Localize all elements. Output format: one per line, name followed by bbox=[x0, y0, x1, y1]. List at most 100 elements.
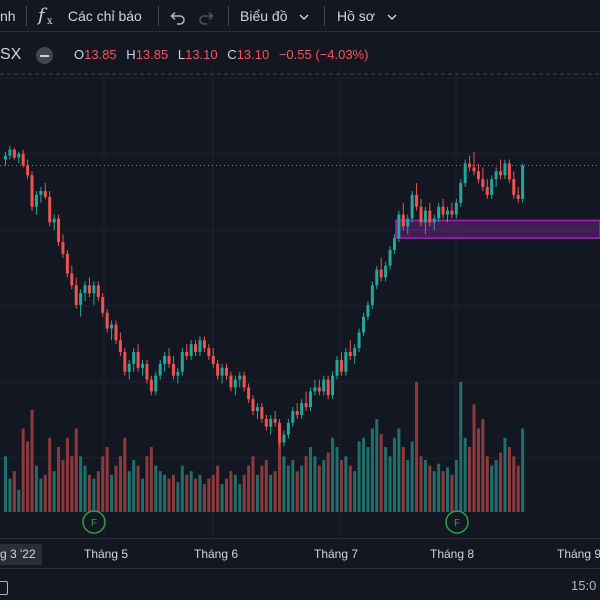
redo-button[interactable] bbox=[198, 0, 220, 32]
volume-bar bbox=[454, 460, 458, 512]
candle-body bbox=[167, 356, 171, 364]
volume-bar bbox=[176, 482, 180, 512]
volume-bar bbox=[118, 456, 122, 512]
candle-body bbox=[406, 218, 410, 227]
candle-body bbox=[362, 316, 366, 333]
candle-body bbox=[295, 411, 299, 415]
candle-body bbox=[304, 403, 308, 408]
volume-bar bbox=[127, 471, 131, 512]
volume-bar bbox=[114, 465, 118, 512]
toolbar-partial-label[interactable]: nh bbox=[0, 8, 16, 24]
candle-body bbox=[326, 379, 330, 396]
candle-body bbox=[211, 356, 215, 364]
candle-body bbox=[348, 352, 352, 356]
symbol-label[interactable]: SX bbox=[0, 46, 22, 63]
volume-bar bbox=[308, 447, 312, 512]
profile-menu-label: Hồ sơ bbox=[337, 8, 375, 24]
candle-body bbox=[74, 285, 78, 305]
time-label: Tháng 5 bbox=[84, 547, 129, 561]
candle-body bbox=[282, 434, 286, 443]
volume-bar bbox=[79, 456, 83, 512]
volume-bar bbox=[105, 447, 109, 512]
candle-body bbox=[176, 371, 180, 376]
indicators-label: Các chỉ báo bbox=[67, 8, 142, 24]
chart-menu-label: Biểu đồ bbox=[240, 8, 288, 24]
candle-body bbox=[141, 363, 145, 368]
undo-button[interactable] bbox=[168, 0, 190, 32]
volume-bar bbox=[211, 474, 215, 512]
candle-body bbox=[202, 340, 206, 349]
candle-body bbox=[357, 332, 361, 349]
volume-bar bbox=[216, 465, 220, 512]
profile-menu[interactable]: Hồ sơ bbox=[337, 0, 399, 32]
candle-body bbox=[216, 363, 220, 376]
candle-body bbox=[238, 375, 242, 380]
dividend-marker-label: F bbox=[454, 518, 460, 529]
candle-body bbox=[300, 403, 304, 415]
volume-bar bbox=[353, 471, 357, 512]
volume-bar bbox=[83, 465, 87, 512]
volume-bar bbox=[132, 460, 136, 512]
candle-body bbox=[490, 179, 494, 195]
candle-body bbox=[317, 387, 321, 392]
candle-body bbox=[308, 391, 312, 408]
candle-body bbox=[428, 210, 432, 223]
volume-bar bbox=[300, 465, 304, 512]
candle-body bbox=[499, 171, 503, 176]
candle-body bbox=[521, 165, 525, 199]
volume-bar bbox=[96, 471, 100, 512]
volume-bar bbox=[21, 428, 25, 512]
volume-bar bbox=[286, 465, 290, 512]
candle-body bbox=[79, 293, 83, 305]
candle-body bbox=[110, 324, 114, 329]
high-value: 13.85 bbox=[135, 47, 169, 62]
highlight-zone bbox=[395, 219, 600, 239]
candle-body bbox=[65, 253, 69, 274]
redo-icon bbox=[199, 12, 214, 26]
candle-body bbox=[189, 344, 193, 356]
volume-bar bbox=[397, 428, 401, 512]
chevron-down-icon bbox=[299, 14, 309, 21]
volume-bar bbox=[30, 409, 34, 512]
candle-body bbox=[83, 285, 87, 294]
volume-bar bbox=[446, 467, 449, 512]
candle-body bbox=[419, 206, 423, 223]
candle-body bbox=[322, 379, 326, 392]
volume-bar bbox=[238, 484, 242, 512]
volume-bar bbox=[331, 437, 335, 512]
volume-bar bbox=[326, 452, 330, 512]
candle-body bbox=[494, 171, 498, 180]
volume-bar bbox=[441, 471, 445, 512]
candle-body bbox=[30, 175, 34, 207]
volume-bar bbox=[74, 428, 78, 512]
volume-bar bbox=[65, 437, 69, 512]
volume-bar bbox=[410, 441, 414, 512]
candle-body bbox=[171, 363, 175, 376]
volume-bar bbox=[171, 474, 175, 512]
candle-body bbox=[485, 187, 489, 195]
volume-bar bbox=[158, 471, 162, 512]
volume-bar bbox=[8, 478, 12, 512]
time-axis[interactable]: g 3 '22 Tháng 5 Tháng 6 Tháng 7 Tháng 8 … bbox=[0, 538, 600, 568]
calendar-icon[interactable] bbox=[0, 581, 8, 595]
candle-body bbox=[21, 153, 25, 166]
volume-bar bbox=[233, 474, 237, 512]
volume-bar bbox=[494, 460, 498, 512]
toolbar-divider bbox=[324, 6, 325, 26]
volume-bar bbox=[48, 437, 52, 512]
collapse-legend-button[interactable] bbox=[36, 47, 53, 64]
volume-bar bbox=[459, 382, 463, 512]
volume-bar bbox=[481, 419, 485, 512]
candle-body bbox=[450, 210, 454, 215]
candle-body bbox=[247, 387, 251, 400]
volume-bar bbox=[437, 463, 441, 512]
dividend-marker-label: F bbox=[91, 518, 97, 529]
chart-menu[interactable]: Biểu đồ bbox=[240, 0, 311, 32]
candle-body bbox=[384, 265, 388, 278]
volume-bar bbox=[255, 474, 259, 512]
volume-bar bbox=[273, 471, 277, 512]
volume-bar bbox=[136, 465, 140, 512]
